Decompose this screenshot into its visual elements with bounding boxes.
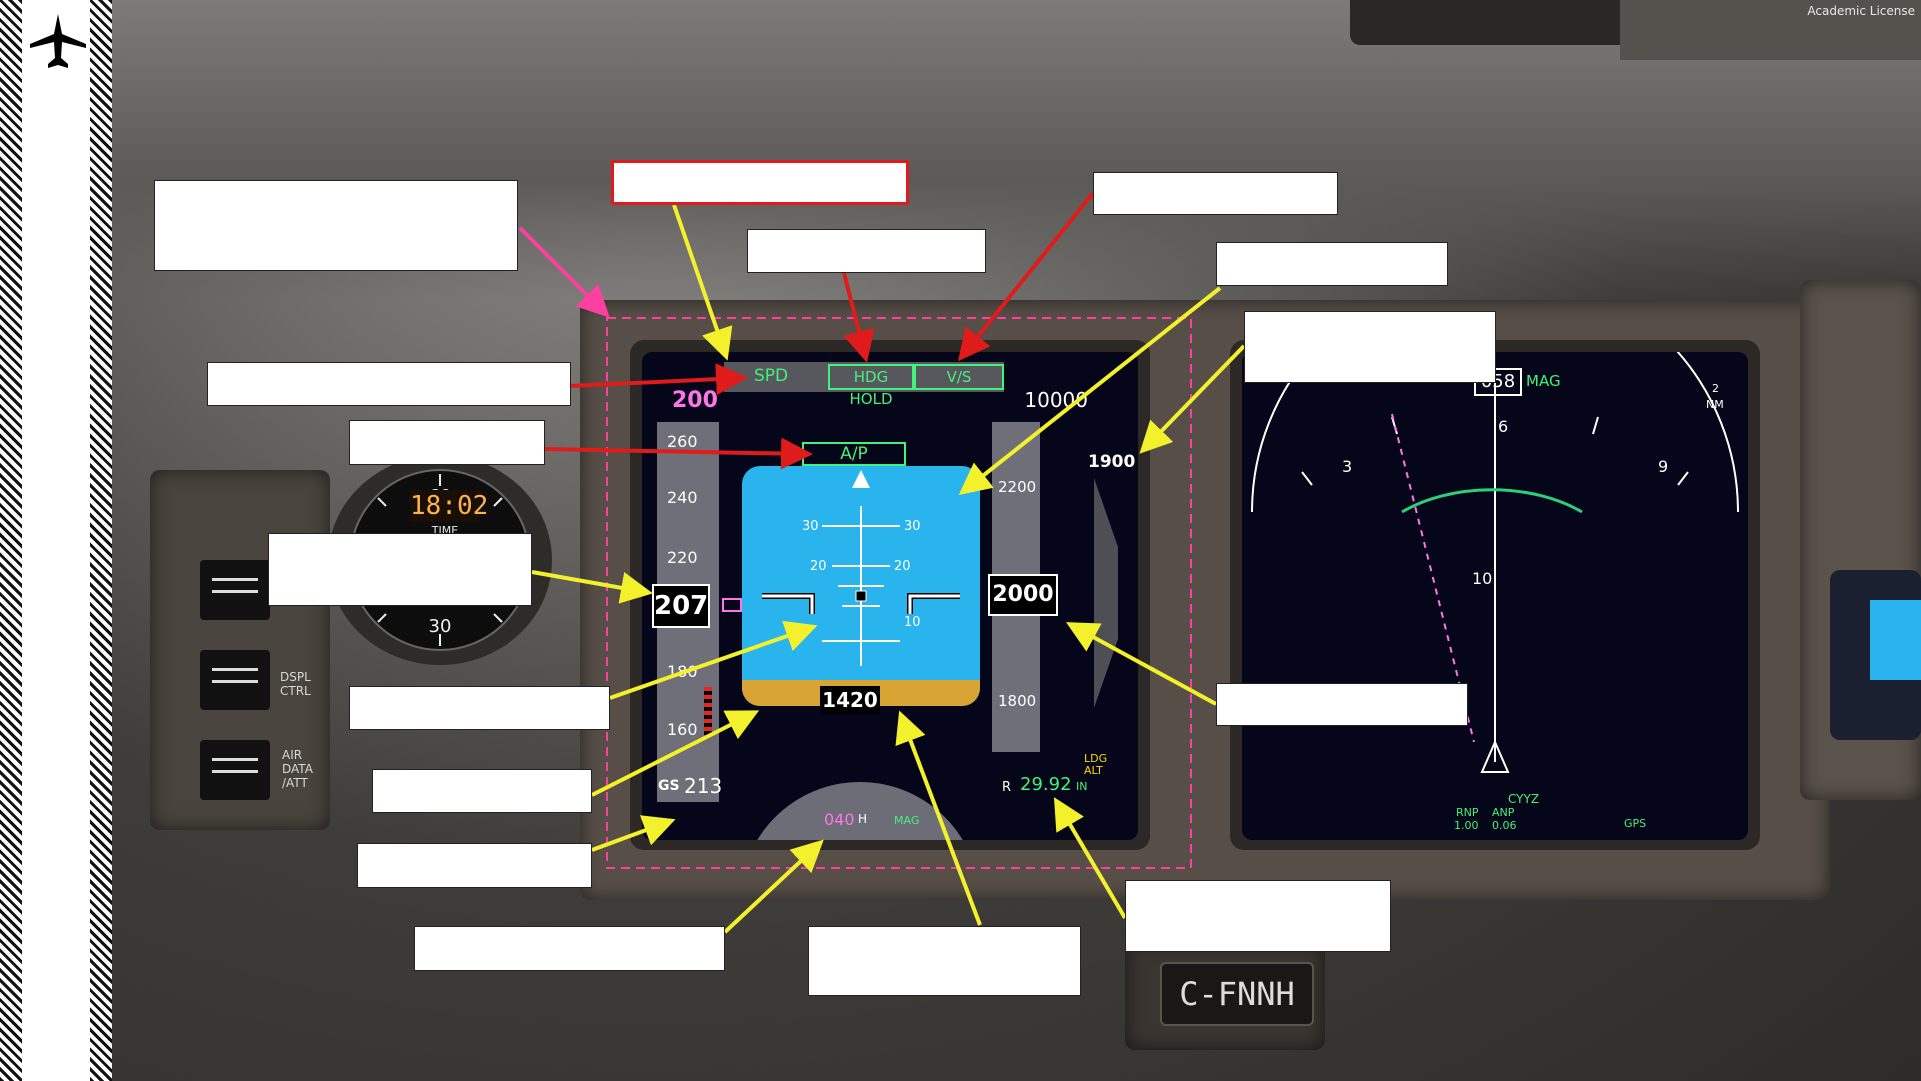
altitude-tick-1800: 1800 [998, 692, 1037, 710]
current-speed-box: 207 [652, 584, 710, 628]
vertical-speed-value: 1900 [1088, 452, 1136, 472]
callout-box-groundspeed [372, 769, 592, 813]
fma-bar [724, 362, 1004, 392]
primary-flight-display: SPD HDG HOLD V/S 200 260 240 220 180 160… [642, 352, 1138, 840]
pitch-ladder: 30 30 20 20 10 [762, 470, 960, 666]
baro-prefix: R [1002, 780, 1012, 795]
left-rail [0, 0, 112, 1081]
navigation-display: 3 6 9 10 058 MAG 2 NM CYYZ RNP ANP 1.00 … [1242, 352, 1748, 840]
pitch-label-30-left: 30 [802, 519, 819, 534]
speed-tick-220: 220 [667, 548, 698, 567]
callout-box-heading [414, 926, 725, 971]
rail-hatch-left [0, 0, 22, 1081]
baro-setting: 29.92 [1020, 774, 1072, 795]
nd-airport: CYYZ [1508, 792, 1540, 806]
callout-box-radio-altitude [808, 926, 1081, 996]
watermark: Academic License [1807, 4, 1915, 18]
nd-anp-label: ANP [1492, 806, 1515, 819]
nd-legend-line1: 2 [1712, 382, 1719, 395]
nd-compass-label-3: 3 [1342, 457, 1352, 476]
overhead-switch-block [1350, 0, 1650, 45]
nd-heading-ref: MAG [1526, 372, 1561, 390]
current-altitude-box: 2000 [988, 574, 1058, 616]
heading-value: 040 [824, 810, 855, 829]
dspl-ctrl-switch[interactable] [200, 650, 270, 710]
speed-tick-160: 160 [667, 720, 698, 739]
ldg-alt-line2: ALT [1084, 764, 1103, 777]
speed-bug [722, 598, 742, 612]
fma-roll-mode: HDG HOLD [828, 364, 914, 408]
callout-box-vertical-speed [1244, 311, 1496, 383]
fma-pitch-mode: V/S [914, 364, 1004, 390]
groundspeed-value: 213 [684, 774, 723, 798]
callout-box-attitude [1216, 242, 1448, 286]
air-data-switch[interactable] [200, 740, 270, 800]
callout-box-speed [268, 533, 532, 606]
nd-legend-line2: NM [1706, 398, 1724, 411]
selected-speed: 200 [672, 388, 718, 413]
airplane-icon [30, 14, 86, 68]
nd-nav-source: GPS [1624, 817, 1647, 830]
callout-box-pitch-mode [1093, 172, 1338, 215]
nd-compass: 3 6 9 10 [1251, 352, 1739, 773]
callout-box-roll-mode [747, 229, 986, 273]
altitude-tick-2200: 2200 [998, 478, 1037, 496]
rail-hatch-right [90, 0, 112, 1081]
nd-range-label: 10 [1472, 569, 1492, 588]
overhead-panel [1620, 0, 1921, 60]
callout-box-altitude [1216, 683, 1468, 726]
ldg-alt-line1: LDG [1084, 752, 1108, 765]
nd-rnp-value: 1.00 [1454, 819, 1479, 832]
callout-box-speed-tape [357, 843, 592, 888]
nd-anp-value: 0.06 [1492, 819, 1517, 832]
callout-box-flight-director [349, 686, 610, 730]
pitch-label-30-right: 30 [904, 519, 921, 534]
pitch-label-20-right: 20 [894, 559, 911, 574]
groundspeed-prefix: GS [658, 778, 680, 794]
pitch-label-10-right: 10 [904, 615, 921, 630]
display-switch-1[interactable] [200, 560, 270, 620]
callout-box-baro [1125, 880, 1391, 952]
dspl-ctrl-label: DSPL CTRL [280, 670, 311, 698]
speed-tick-260: 260 [667, 432, 698, 451]
clock-time: 18:02 [410, 490, 489, 522]
pitch-label-20-left: 20 [810, 559, 827, 574]
callout-box-thrust-mode [611, 160, 909, 205]
fma-thrust-mode: SPD [754, 366, 789, 386]
overspeed-band [704, 687, 712, 737]
heading-suffix: H [858, 812, 868, 826]
clock-dial-30: 30 [429, 616, 452, 637]
standby-display [1830, 570, 1921, 740]
air-data-label: AIR DATA /ATT [282, 748, 313, 790]
radio-altitude: 1420 [820, 686, 880, 714]
callout-box-ap-status [349, 420, 545, 465]
nd-compass-label-6: 6 [1498, 417, 1508, 436]
nd-compass-label-9: 9 [1658, 457, 1668, 476]
callout-box-pfd [154, 180, 518, 271]
standby-sky [1870, 600, 1921, 680]
nd-rnp-label: RNP [1456, 806, 1479, 819]
heading-mode: MAG [894, 814, 920, 827]
callout-box-fma [207, 362, 571, 406]
tail-number-plate: C-FNNH [1160, 962, 1314, 1026]
baro-unit: IN [1076, 780, 1088, 793]
speed-tick-240: 240 [667, 488, 698, 507]
